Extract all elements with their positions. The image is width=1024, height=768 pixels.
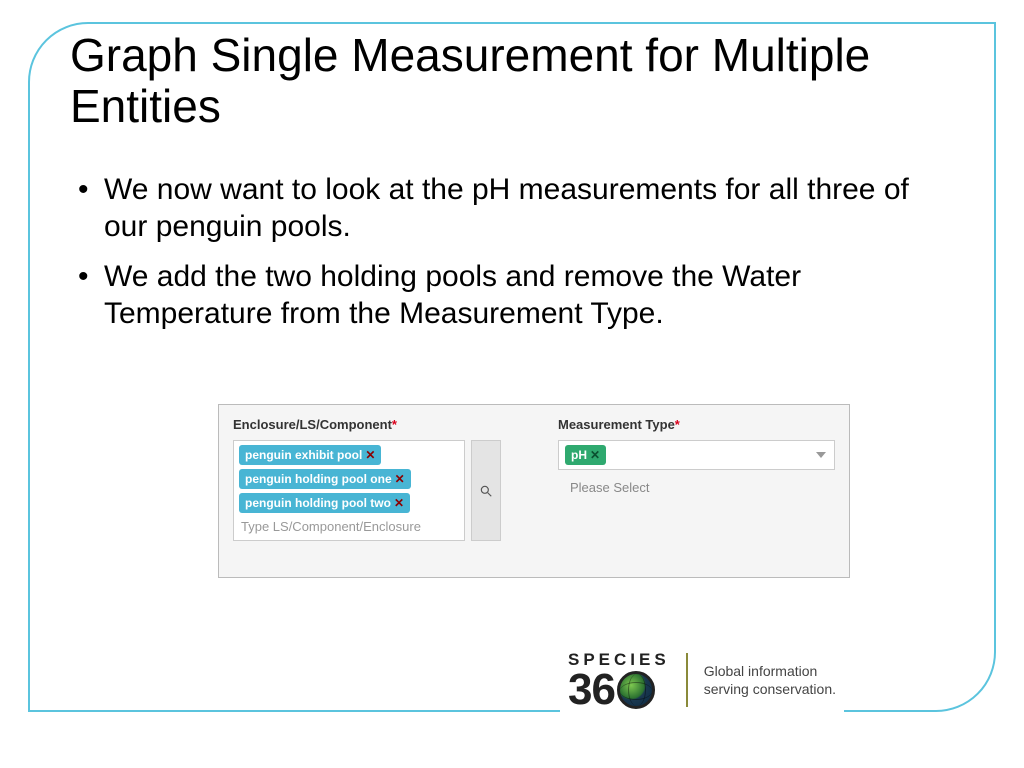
measurement-select[interactable]: pH✕ (558, 440, 835, 470)
globe-icon (617, 671, 655, 709)
footer-logo: SPECIES 36 Global information serving co… (560, 646, 844, 714)
enclosure-tag[interactable]: penguin holding pool two✕ (239, 493, 410, 513)
enclosure-input[interactable]: penguin exhibit pool✕ penguin holding po… (233, 440, 465, 541)
remove-tag-icon[interactable]: ✕ (590, 448, 600, 462)
bullet-list: We now want to look at the pH measuremen… (78, 172, 948, 346)
filter-panel: Enclosure/LS/Component* penguin exhibit … (218, 404, 850, 578)
slide-title: Graph Single Measurement for Multiple En… (70, 30, 960, 131)
logo-divider (686, 653, 688, 707)
bullet-item: We now want to look at the pH measuremen… (78, 172, 948, 245)
remove-tag-icon[interactable]: ✕ (365, 448, 375, 462)
enclosure-column: Enclosure/LS/Component* penguin exhibit … (233, 417, 510, 541)
remove-tag-icon[interactable]: ✕ (395, 472, 405, 486)
search-icon (479, 484, 493, 498)
brand-360: 36 (568, 670, 655, 710)
measurement-label: Measurement Type* (558, 417, 835, 432)
chevron-down-icon (816, 452, 826, 458)
enclosure-tag[interactable]: penguin holding pool one✕ (239, 469, 411, 489)
search-button[interactable] (471, 440, 501, 541)
measurement-helper: Please Select (570, 480, 835, 495)
bullet-item: We add the two holding pools and remove … (78, 259, 948, 332)
remove-tag-icon[interactable]: ✕ (394, 496, 404, 510)
enclosure-label: Enclosure/LS/Component* (233, 417, 510, 432)
brand-tagline: Global information serving conservation. (704, 662, 836, 698)
required-asterisk: * (392, 417, 397, 432)
measurement-tag[interactable]: pH✕ (565, 445, 606, 465)
required-asterisk: * (675, 417, 680, 432)
enclosure-placeholder: Type LS/Component/Enclosure (239, 517, 459, 540)
measurement-column: Measurement Type* pH✕ Please Select (558, 417, 835, 541)
enclosure-tag[interactable]: penguin exhibit pool✕ (239, 445, 381, 465)
